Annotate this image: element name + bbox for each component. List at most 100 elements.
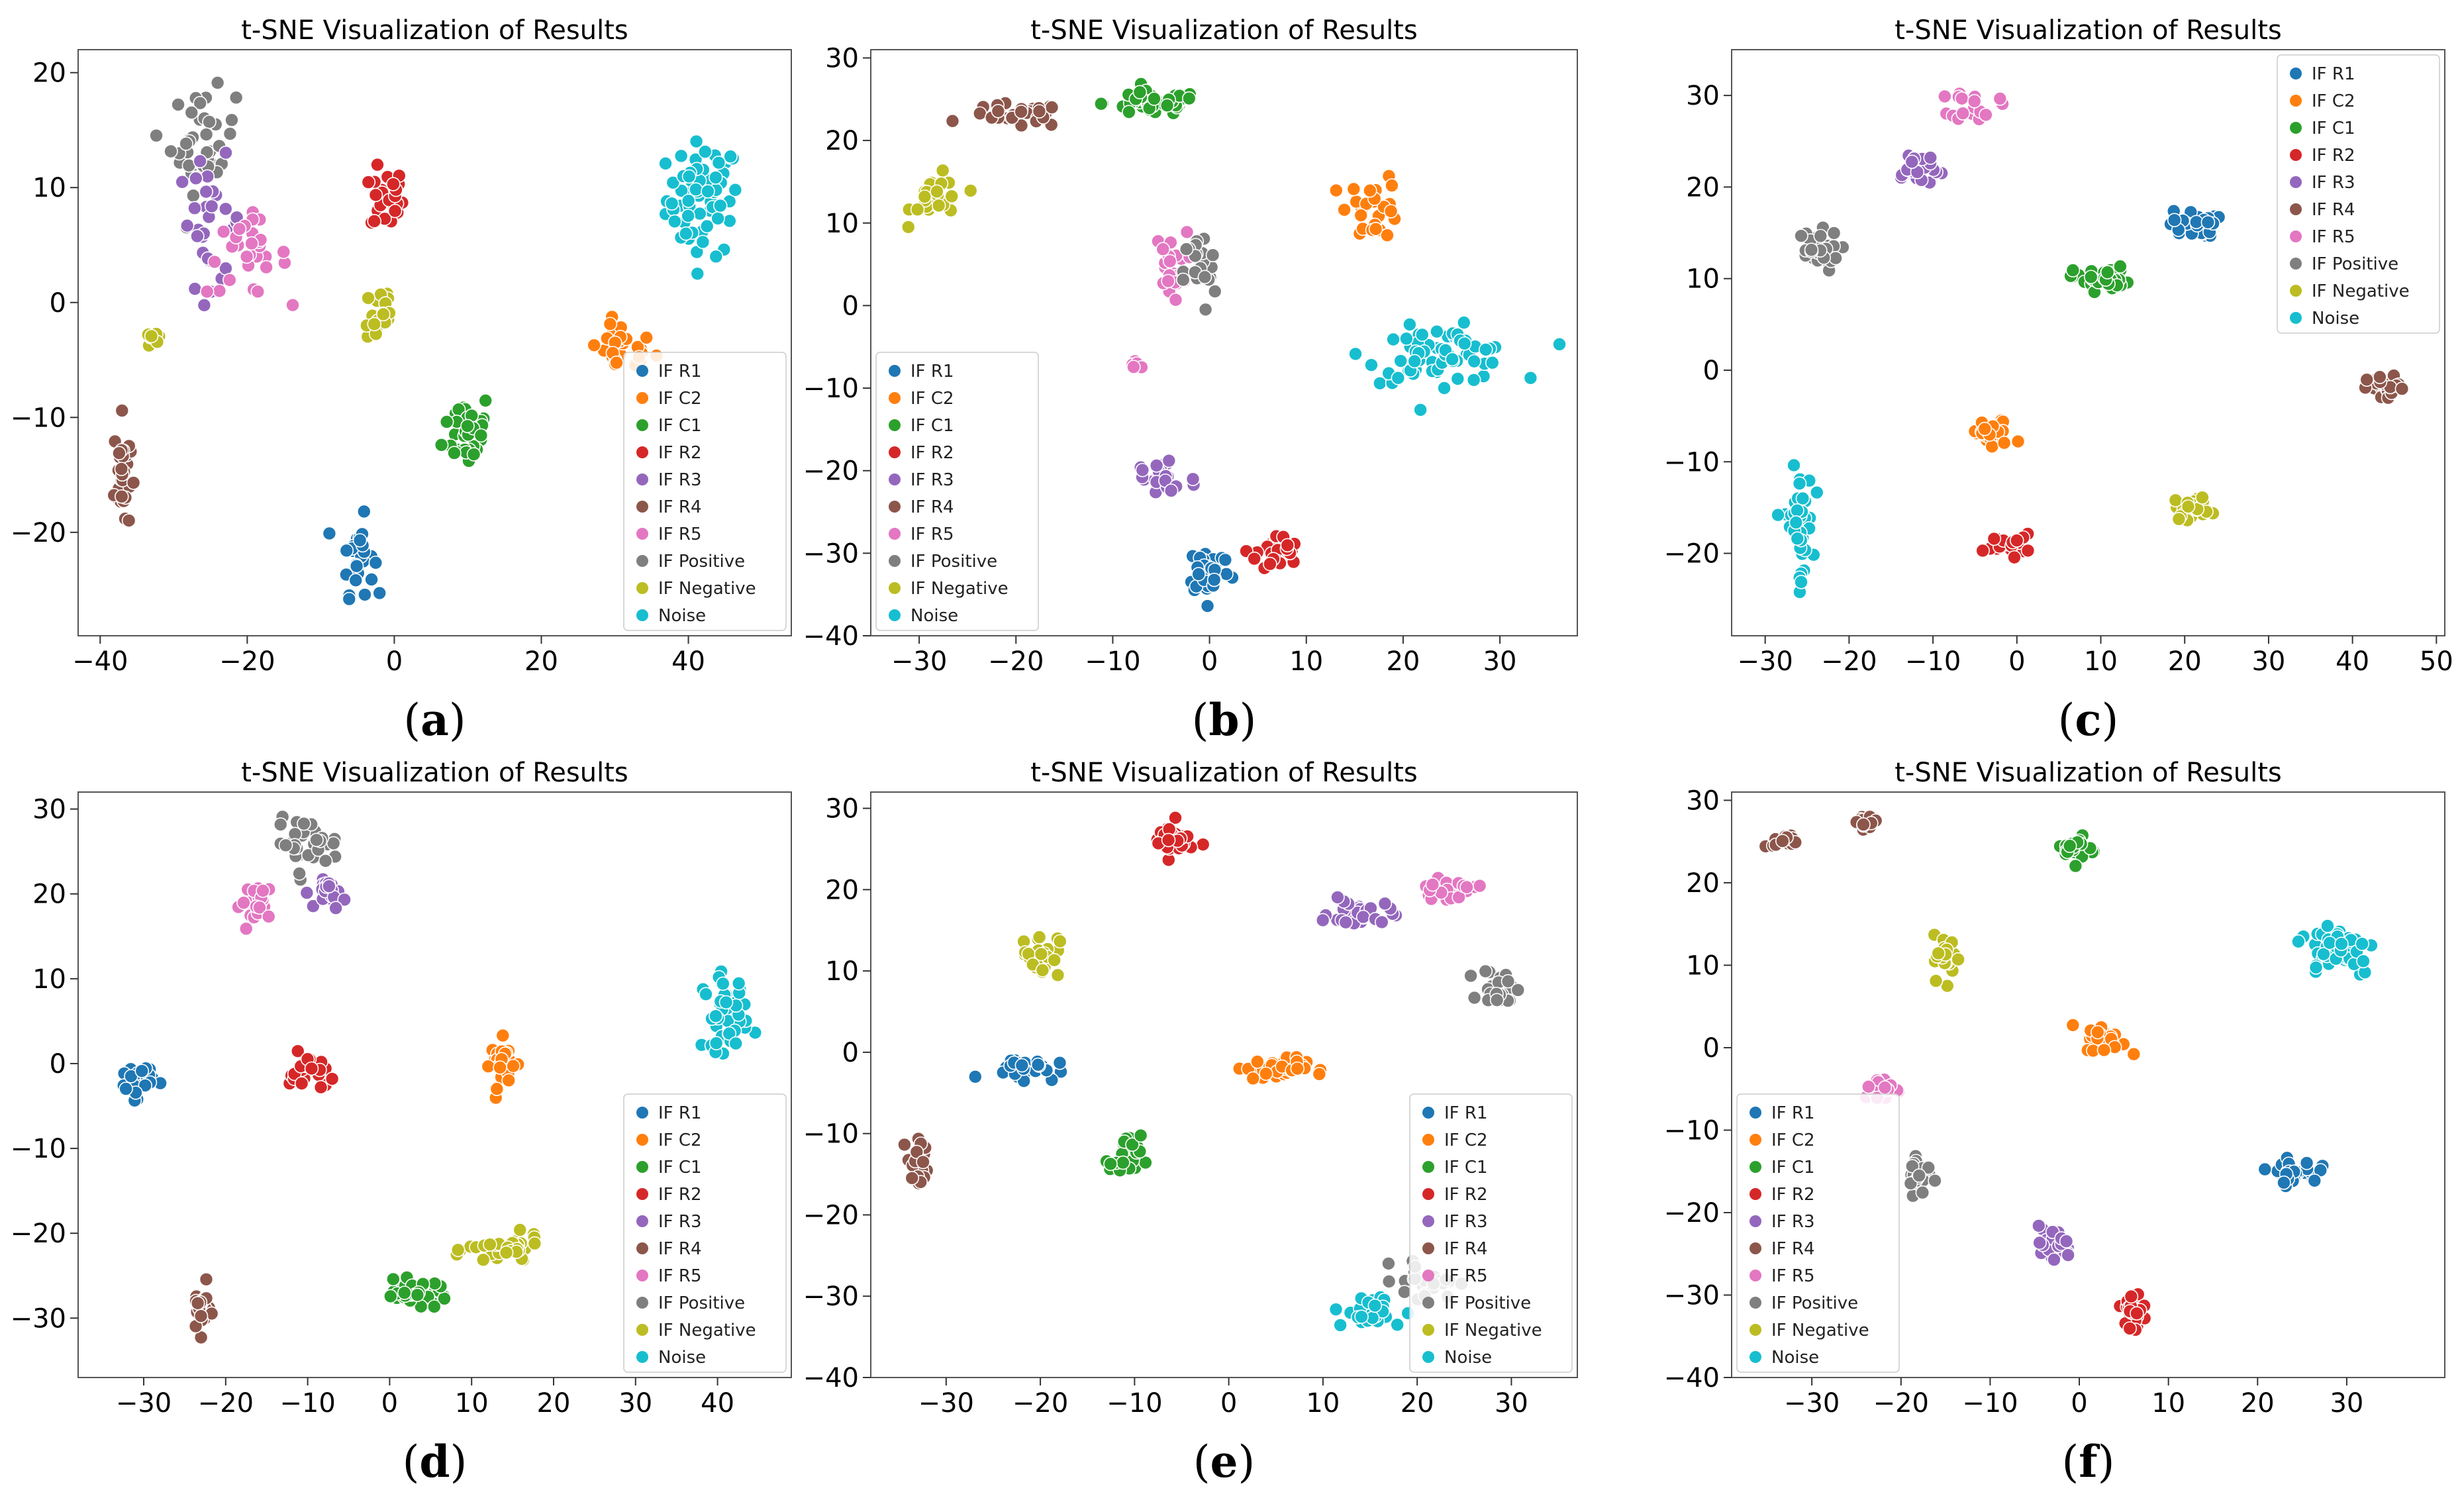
data-point <box>193 1309 209 1323</box>
y-tick-label: −30 <box>1664 1280 1720 1311</box>
chart-title: t-SNE Visualization of Results <box>1895 758 2282 788</box>
data-point <box>587 338 601 353</box>
data-point <box>190 1295 205 1311</box>
data-point <box>1246 1071 1261 1086</box>
legend-marker <box>2290 95 2302 107</box>
data-point <box>673 148 689 164</box>
legend-marker <box>636 528 648 540</box>
legend-label: IF R3 <box>658 1212 702 1232</box>
legend-label: IF R2 <box>1444 1185 1488 1205</box>
data-point <box>1191 567 1206 581</box>
scatter-points <box>107 75 743 607</box>
data-point <box>2083 270 2098 285</box>
data-point <box>134 1064 150 1078</box>
legend-label: IF C2 <box>658 389 702 409</box>
data-point <box>1996 435 2012 450</box>
data-point <box>114 489 129 504</box>
data-point <box>434 438 449 452</box>
data-point <box>1014 104 1028 119</box>
legend-marker <box>636 419 648 431</box>
data-point <box>322 879 336 893</box>
panel-caption: (b) <box>1192 694 1257 746</box>
y-tick-label: −10 <box>803 374 859 404</box>
data-point <box>1147 91 1161 106</box>
data-point <box>306 899 320 913</box>
legend-label: IF R3 <box>658 470 702 490</box>
legend-marker <box>889 365 901 377</box>
legend-label: IF Positive <box>2312 254 2398 274</box>
data-point <box>1259 1066 1273 1081</box>
legend-label: IF Negative <box>911 579 1009 599</box>
panel-caption: (a) <box>403 694 466 746</box>
legend-marker <box>889 528 901 540</box>
data-point <box>1032 104 1047 119</box>
data-point <box>410 1287 425 1303</box>
y-tick-label: −20 <box>11 518 66 548</box>
data-point <box>1315 913 1330 928</box>
data-point <box>2130 1306 2144 1321</box>
x-tick-label: 20 <box>537 1388 571 1419</box>
data-point <box>1954 91 1969 106</box>
plot-frame <box>870 49 1578 636</box>
data-point <box>2277 1176 2291 1190</box>
data-point <box>2113 259 2128 274</box>
y-tick-label: −30 <box>803 538 859 569</box>
data-point <box>2394 381 2410 396</box>
legend: IF R1 IF C2 IF C1 IF R2 IF R3 IF R4 IF R5 IF Po… <box>1409 1093 1573 1373</box>
y-tick-label: −20 <box>1664 1198 1720 1228</box>
data-point <box>1467 990 1482 1005</box>
data-point <box>1928 974 1944 988</box>
legend: IF R1 IF C2 IF C1 IF R2 IF R3 IF R4 IF R5 IF Po… <box>623 352 787 631</box>
data-point <box>1771 507 1785 523</box>
legend-marker <box>889 555 901 567</box>
data-point <box>356 504 371 519</box>
x-tick-label: −20 <box>1873 1388 1929 1419</box>
y-tick-label: 20 <box>32 58 66 89</box>
data-point <box>2059 1234 2074 1249</box>
legend-marker <box>1422 1215 1434 1227</box>
data-point <box>930 184 944 199</box>
data-point <box>190 228 205 244</box>
plot-frame <box>77 49 792 636</box>
legend-label: IF R5 <box>911 525 954 544</box>
data-point <box>917 189 932 204</box>
data-point <box>1809 485 1824 500</box>
data-point <box>439 415 454 429</box>
x-tick-label: 40 <box>701 1388 734 1419</box>
data-point <box>238 921 254 936</box>
data-point <box>499 1245 514 1260</box>
data-point <box>475 1252 491 1268</box>
legend-marker <box>1422 1134 1434 1146</box>
data-point <box>199 1272 214 1287</box>
data-point <box>1126 360 1141 374</box>
data-point <box>481 1059 496 1074</box>
legend-marker <box>636 1270 648 1281</box>
data-point <box>297 816 311 831</box>
data-point <box>232 221 247 236</box>
data-point <box>397 1285 412 1300</box>
y-tick-label: −10 <box>11 1134 66 1164</box>
data-point <box>368 187 383 203</box>
panel-caption: (f) <box>2062 1436 2115 1487</box>
data-point <box>119 1081 133 1096</box>
data-point <box>1094 96 1109 111</box>
data-point <box>1381 1274 1397 1289</box>
data-point <box>358 587 372 602</box>
data-point <box>897 1137 912 1152</box>
x-tick-label: −20 <box>988 646 1044 677</box>
legend-label: IF R5 <box>2312 227 2355 247</box>
panel-e: t-SNE Visualization of Results −30 −20 −10 0… <box>803 758 1578 1487</box>
y-tick-label: −20 <box>11 1219 66 1249</box>
data-point <box>1156 242 1171 257</box>
data-point <box>1375 915 1389 930</box>
legend-marker <box>889 392 901 404</box>
x-tick-label: −10 <box>279 1388 335 1419</box>
data-point <box>1789 515 1804 530</box>
data-point <box>1391 370 1406 385</box>
data-point <box>931 198 946 213</box>
data-point <box>2334 936 2349 952</box>
data-point <box>1132 85 1148 99</box>
legend-label: IF Positive <box>1771 1293 1858 1313</box>
legend-marker <box>889 419 901 431</box>
data-point <box>1052 1055 1067 1070</box>
